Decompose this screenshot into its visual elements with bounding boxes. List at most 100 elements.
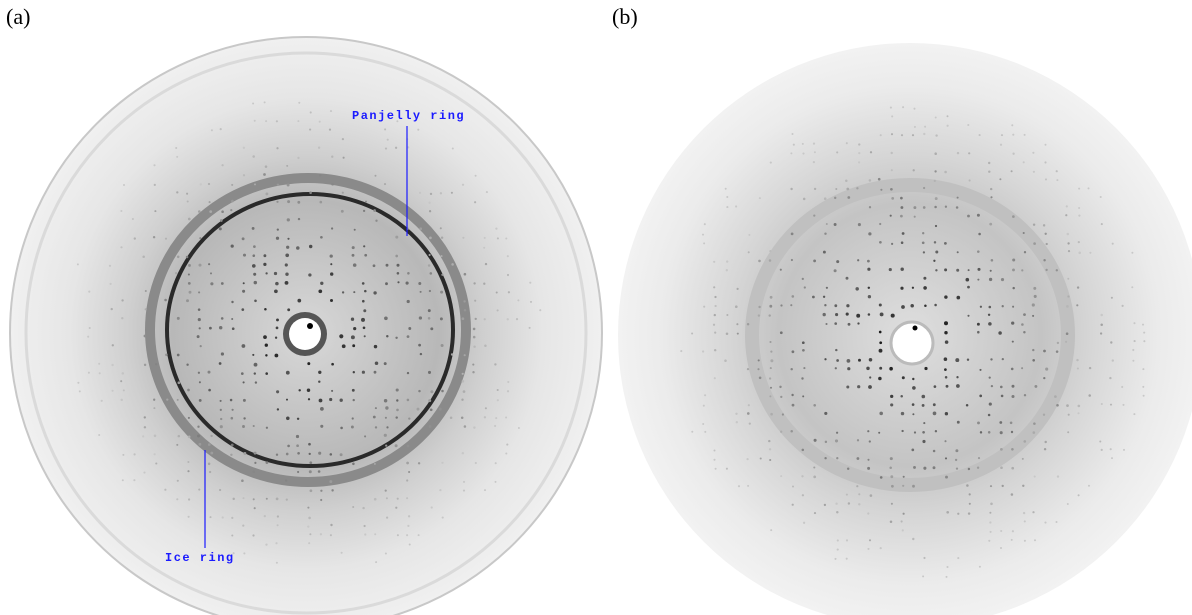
spot xyxy=(1076,286,1080,289)
spot xyxy=(450,191,453,194)
spot xyxy=(846,385,850,389)
spot xyxy=(770,529,773,532)
spot xyxy=(297,298,302,303)
spot xyxy=(208,388,211,392)
spot xyxy=(989,511,992,514)
spot xyxy=(506,273,510,277)
spot xyxy=(187,435,191,439)
spot xyxy=(922,439,926,444)
spot xyxy=(703,223,706,226)
spot xyxy=(111,344,114,347)
spot xyxy=(1078,214,1081,217)
spot xyxy=(385,497,388,500)
spot xyxy=(856,439,860,442)
spot xyxy=(408,327,412,330)
spot xyxy=(900,411,905,416)
spot xyxy=(263,335,267,339)
spot xyxy=(110,307,113,311)
spot xyxy=(243,451,247,455)
spot xyxy=(209,516,212,519)
spot xyxy=(164,298,167,302)
spot xyxy=(417,128,420,131)
spot xyxy=(890,394,894,399)
spot xyxy=(834,557,837,560)
spot xyxy=(1012,152,1015,155)
spot xyxy=(1000,278,1005,282)
spot xyxy=(406,479,409,482)
spot xyxy=(868,440,871,443)
spot xyxy=(263,101,266,104)
spot xyxy=(308,542,311,545)
spot xyxy=(361,370,365,374)
spot xyxy=(121,316,124,320)
spot xyxy=(187,498,191,501)
spot xyxy=(197,425,200,428)
spot xyxy=(275,281,279,286)
spot xyxy=(900,286,904,290)
spot xyxy=(265,354,268,357)
spot xyxy=(857,259,860,262)
spot xyxy=(781,413,785,416)
spot xyxy=(824,358,827,361)
spot xyxy=(868,232,872,236)
spot xyxy=(252,424,255,428)
spot xyxy=(857,322,860,325)
spot xyxy=(210,282,214,286)
spot xyxy=(439,192,443,195)
spot xyxy=(834,367,837,370)
spot xyxy=(1087,484,1091,487)
spot xyxy=(967,467,971,471)
spot xyxy=(144,289,147,293)
spot xyxy=(251,226,255,230)
spot xyxy=(276,200,279,203)
spot xyxy=(924,125,927,128)
spot xyxy=(1011,384,1015,388)
spot xyxy=(285,479,288,482)
spot xyxy=(1076,358,1079,362)
spot xyxy=(890,313,895,318)
spot xyxy=(363,309,367,313)
spot xyxy=(1067,277,1070,280)
spot xyxy=(187,388,190,392)
spot xyxy=(1133,322,1136,325)
spot xyxy=(1000,466,1003,470)
spot xyxy=(483,416,487,419)
spot xyxy=(691,332,694,335)
spot xyxy=(1023,251,1027,254)
spot xyxy=(911,448,915,452)
spot xyxy=(318,289,323,294)
spot xyxy=(429,272,433,275)
spot xyxy=(833,269,837,273)
spot xyxy=(408,417,411,420)
spot xyxy=(384,128,387,131)
spot xyxy=(309,489,313,493)
spot xyxy=(824,440,828,444)
spot xyxy=(494,462,497,465)
spot xyxy=(999,431,1003,435)
spot xyxy=(1089,251,1092,254)
spot xyxy=(385,444,388,447)
spot xyxy=(329,397,333,402)
spot xyxy=(308,470,312,474)
spot xyxy=(529,281,532,284)
spot xyxy=(933,179,936,183)
spot xyxy=(858,143,861,146)
spot xyxy=(484,262,488,266)
spot xyxy=(395,388,399,392)
spot xyxy=(265,192,269,196)
annotation: Ice ring xyxy=(165,551,235,565)
spot xyxy=(328,128,332,131)
spot xyxy=(724,187,727,190)
spot xyxy=(1111,359,1114,362)
spot xyxy=(867,466,871,470)
spot xyxy=(297,451,300,455)
spot xyxy=(286,218,290,222)
spot xyxy=(923,276,927,280)
spot xyxy=(339,453,343,457)
spot xyxy=(833,196,837,200)
spot xyxy=(836,510,839,514)
spot xyxy=(273,271,278,276)
spot xyxy=(240,372,244,375)
spot xyxy=(944,205,948,208)
spot xyxy=(713,458,716,461)
